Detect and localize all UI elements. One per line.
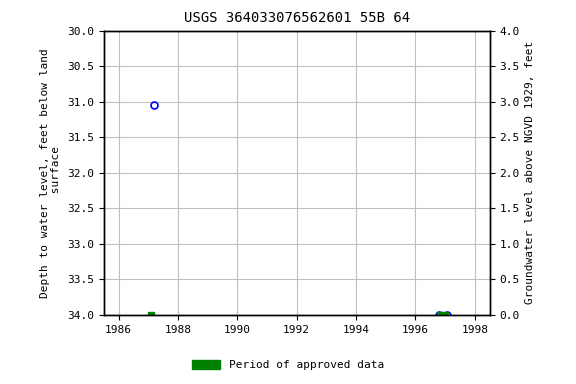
Legend: Period of approved data: Period of approved data — [188, 356, 388, 375]
Title: USGS 364033076562601 55B 64: USGS 364033076562601 55B 64 — [184, 12, 410, 25]
Y-axis label: Groundwater level above NGVD 1929, feet: Groundwater level above NGVD 1929, feet — [525, 41, 535, 305]
Y-axis label: Depth to water level, feet below land
 surface: Depth to water level, feet below land su… — [40, 48, 62, 298]
